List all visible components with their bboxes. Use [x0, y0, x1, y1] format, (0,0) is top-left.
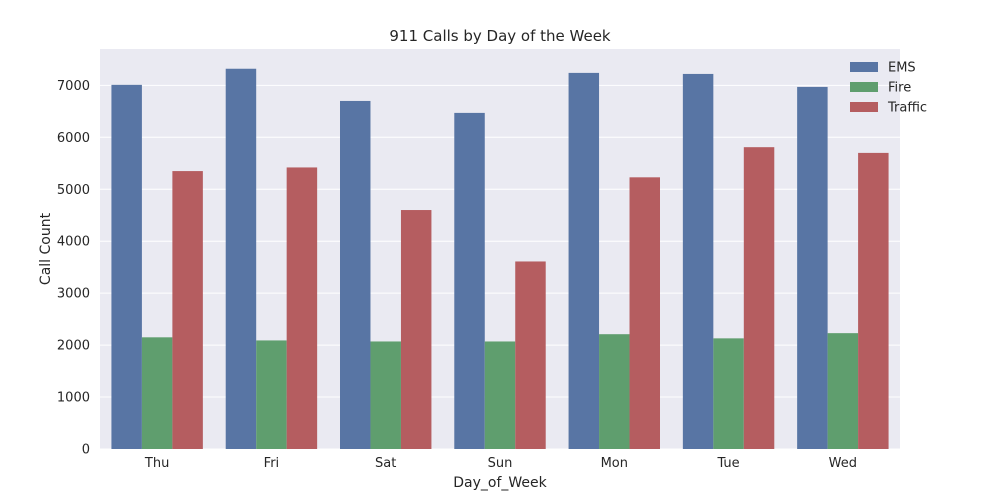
- bar-ems-sat: [340, 100, 371, 449]
- legend-label-fire: Fire: [888, 81, 911, 96]
- bar-traffic-wed: [858, 152, 889, 449]
- bar-ems-sun: [454, 112, 485, 449]
- legend-swatch-traffic: [850, 102, 878, 112]
- bar-fire-tue: [713, 338, 744, 449]
- bar-fire-sun: [484, 341, 516, 449]
- bar-fire-sat: [370, 341, 401, 449]
- legend: EMS Fire Traffic: [850, 61, 927, 116]
- x-tick-label: Fri: [264, 456, 280, 471]
- bar-traffic-thu: [172, 171, 203, 449]
- legend-swatch-ems: [850, 62, 878, 72]
- bar-ems-thu: [111, 84, 142, 450]
- x-tick-label: Mon: [601, 456, 628, 471]
- x-tick-label: Tue: [716, 456, 739, 471]
- y-tick-label: 0: [82, 443, 90, 458]
- bar-ems-wed: [797, 86, 828, 449]
- x-tick-label: Sat: [375, 456, 396, 471]
- bar-traffic-fri: [286, 167, 318, 449]
- y-tick-label: 6000: [57, 131, 90, 146]
- x-tick-label: Wed: [829, 456, 857, 471]
- bar-traffic-mon: [629, 177, 660, 449]
- bar-traffic-sat: [400, 210, 432, 449]
- x-axis-label: Day_of_Week: [453, 475, 547, 491]
- legend-label-traffic: Traffic: [887, 101, 927, 116]
- legend-swatch-fire: [850, 82, 878, 92]
- x-tick-label: Sun: [488, 456, 513, 471]
- x-tick-label: Thu: [144, 456, 169, 471]
- y-tick-label: 2000: [57, 339, 90, 354]
- legend-label-ems: EMS: [888, 61, 916, 76]
- bar-fire-thu: [141, 337, 173, 449]
- bar-fire-fri: [256, 340, 287, 449]
- bars-group: [111, 68, 889, 450]
- bar-ems-mon: [568, 72, 600, 449]
- y-tick-label: 7000: [57, 79, 90, 94]
- x-axis-ticks: Thu Fri Sat Sun Mon Tue Wed: [144, 456, 857, 471]
- bar-traffic-tue: [743, 147, 775, 449]
- bar-ems-fri: [225, 68, 257, 449]
- y-tick-label: 1000: [57, 391, 90, 406]
- chart-title: 911 Calls by Day of the Week: [389, 27, 611, 45]
- y-tick-label: 5000: [57, 183, 90, 198]
- bar-traffic-sun: [515, 261, 546, 449]
- bar-ems-tue: [682, 73, 714, 450]
- y-tick-label: 4000: [57, 235, 90, 250]
- y-axis-label: Call Count: [38, 212, 54, 285]
- y-axis-ticks: 0 1000 2000 3000 4000 5000 6000 7000: [57, 79, 90, 458]
- y-tick-label: 3000: [57, 287, 90, 302]
- bar-fire-wed: [827, 333, 859, 449]
- bar-fire-mon: [599, 334, 630, 449]
